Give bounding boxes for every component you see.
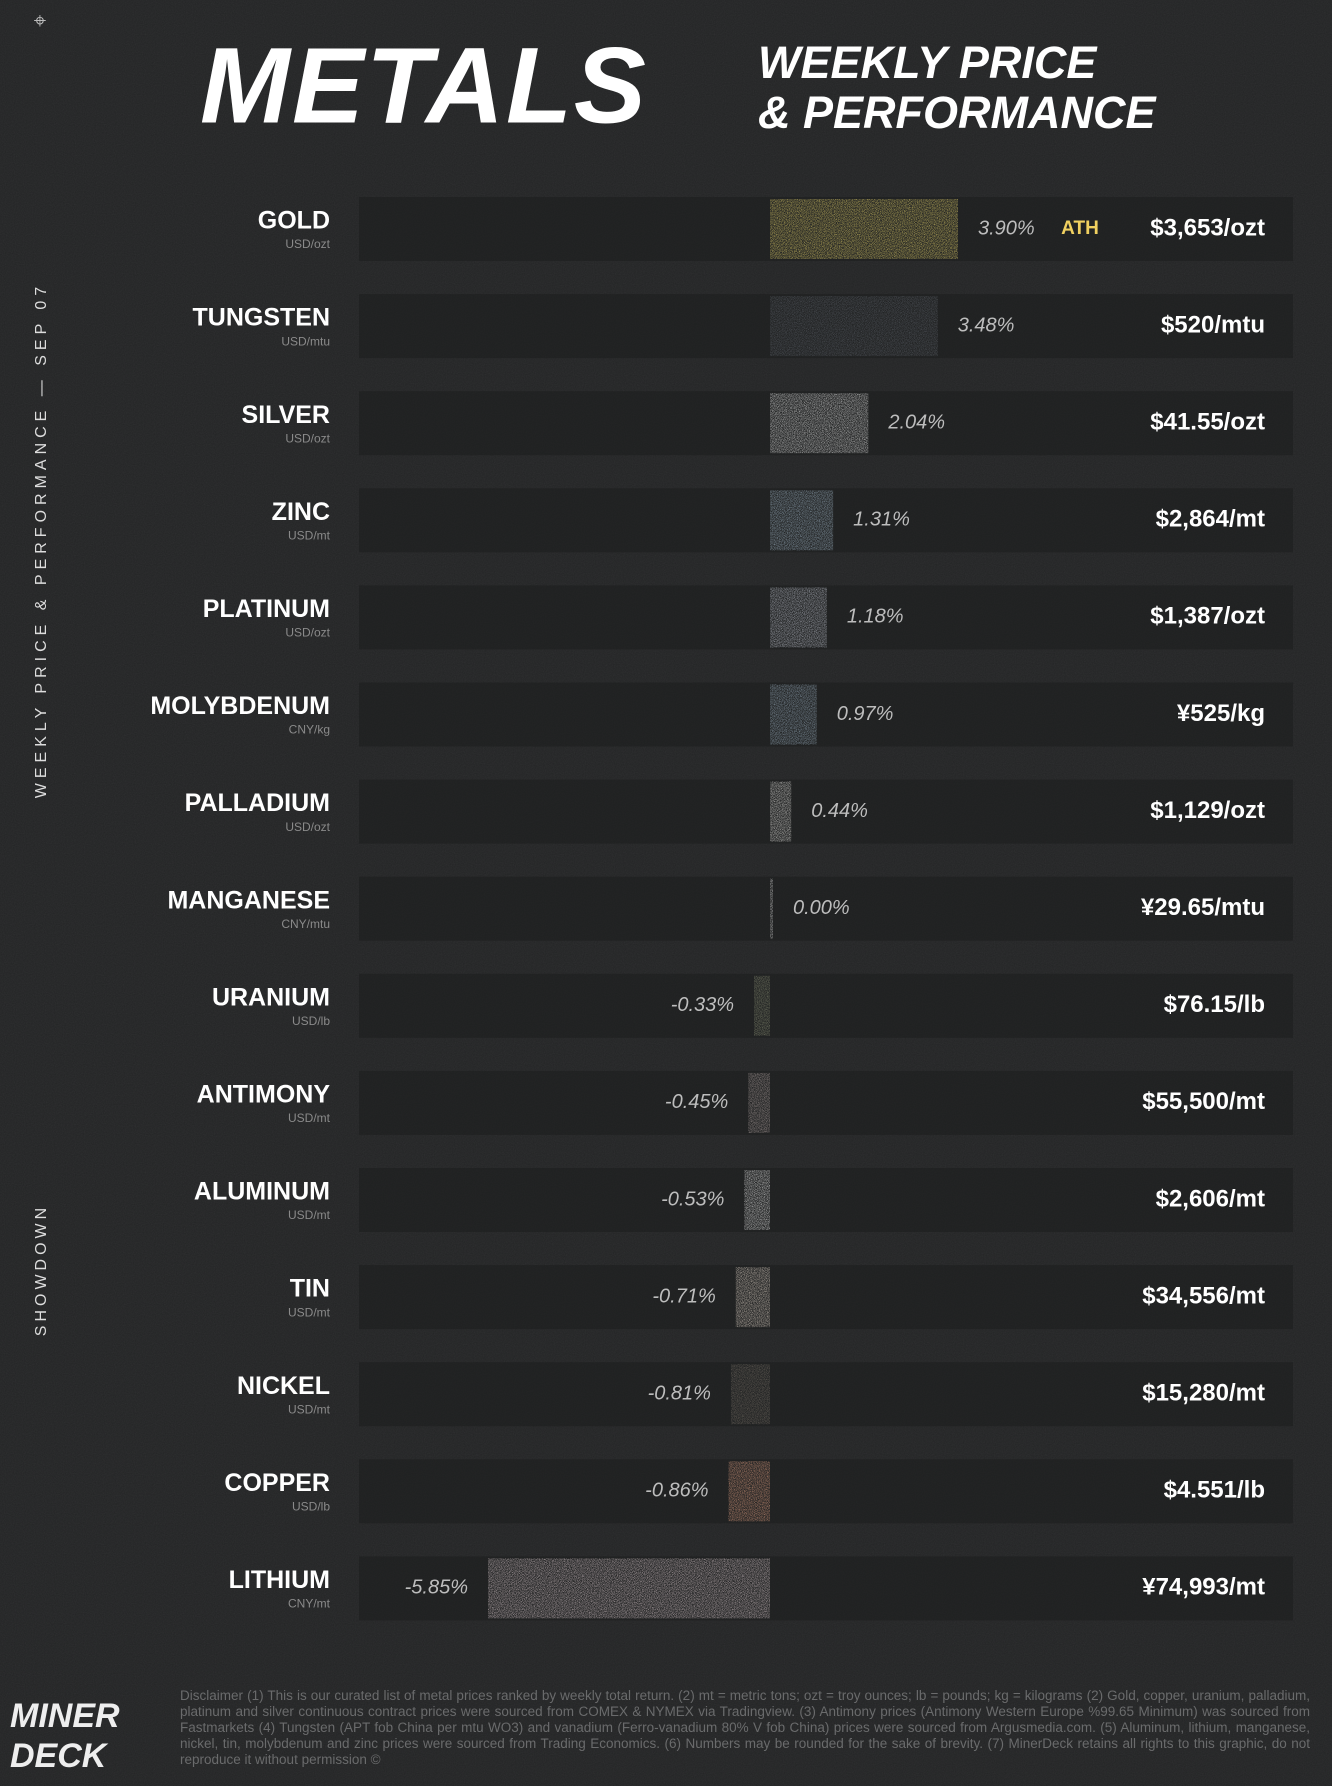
unit-label: CNY/kg bbox=[289, 723, 330, 737]
category-label: NICKEL bbox=[237, 1372, 330, 1400]
category-label: SILVER bbox=[242, 401, 330, 429]
unit-label: CNY/mt bbox=[288, 1597, 331, 1611]
bar bbox=[744, 1170, 770, 1230]
row-band bbox=[359, 1362, 1293, 1427]
bar bbox=[770, 296, 938, 357]
price-label: ¥525/kg bbox=[1177, 700, 1265, 727]
logo: DECK bbox=[10, 1737, 109, 1775]
unit-label: USD/mt bbox=[288, 528, 331, 542]
unit-label: USD/mt bbox=[288, 1208, 331, 1222]
price-label: $2,864/mt bbox=[1156, 506, 1265, 533]
value-label: -0.81% bbox=[648, 1382, 711, 1404]
row-band bbox=[359, 779, 1293, 844]
price-label: $2,606/mt bbox=[1156, 1185, 1265, 1212]
value-label: -0.86% bbox=[645, 1480, 708, 1502]
unit-label: USD/lb bbox=[292, 1499, 330, 1513]
unit-label: USD/ozt bbox=[285, 626, 330, 640]
row-band bbox=[359, 876, 1293, 941]
bar bbox=[770, 490, 834, 551]
price-label: $15,280/mt bbox=[1142, 1380, 1265, 1407]
category-label: COPPER bbox=[224, 1469, 330, 1497]
disclaimer: Disclaimer (1) This is our curated list … bbox=[180, 1688, 1310, 1767]
bar bbox=[730, 1364, 770, 1425]
price-label: $34,556/mt bbox=[1142, 1282, 1265, 1309]
side-text: WEEKLY PRICE & PERFORMANCE — SEP 07 bbox=[33, 282, 50, 798]
unit-label: USD/ozt bbox=[285, 431, 330, 445]
bar bbox=[748, 1072, 770, 1133]
row-band bbox=[359, 1168, 1293, 1232]
side-label: SHOWDOWN bbox=[33, 1204, 50, 1336]
category-label: MOLYBDENUM bbox=[150, 692, 330, 720]
category-label: MANGANESE bbox=[167, 886, 330, 914]
bar bbox=[735, 1267, 770, 1328]
value-label: 3.48% bbox=[958, 314, 1015, 336]
bar bbox=[770, 199, 958, 259]
value-label: -0.33% bbox=[671, 994, 734, 1016]
value-label: 0.44% bbox=[811, 800, 868, 822]
bar bbox=[754, 975, 770, 1036]
unit-label: USD/mt bbox=[288, 1305, 331, 1319]
category-label: ZINC bbox=[272, 498, 330, 526]
category-label: TUNGSTEN bbox=[193, 304, 331, 332]
bar bbox=[770, 878, 773, 939]
logo: MINER bbox=[10, 1697, 120, 1735]
annotation: ATH bbox=[1061, 218, 1099, 239]
unit-label: USD/ozt bbox=[285, 820, 330, 834]
category-label: ANTIMONY bbox=[197, 1081, 331, 1109]
price-label: $55,500/mt bbox=[1142, 1088, 1265, 1115]
category-label: PLATINUM bbox=[203, 595, 330, 623]
category-label: ALUMINUM bbox=[194, 1178, 330, 1206]
unit-label: USD/mt bbox=[288, 1111, 331, 1125]
crosshair-icon: ⌖ bbox=[34, 8, 46, 33]
unit-label: CNY/mtu bbox=[281, 917, 330, 931]
price-label: $1,129/ozt bbox=[1150, 797, 1265, 824]
unit-label: USD/mt bbox=[288, 1402, 331, 1416]
price-label: $76.15/lb bbox=[1164, 991, 1265, 1018]
row-band bbox=[359, 682, 1293, 747]
price-label: $520/mtu bbox=[1161, 311, 1265, 338]
price-label: $1,387/ozt bbox=[1150, 603, 1265, 630]
bar bbox=[488, 1558, 770, 1619]
bar bbox=[728, 1461, 770, 1522]
row-band bbox=[359, 1265, 1293, 1330]
value-label: 1.31% bbox=[853, 509, 910, 531]
category-label: URANIUM bbox=[212, 983, 330, 1011]
price-label: $4.551/lb bbox=[1164, 1477, 1265, 1504]
unit-label: USD/ozt bbox=[285, 237, 330, 251]
subtitle-line: & PERFORMANCE bbox=[758, 87, 1157, 138]
unit-label: USD/lb bbox=[292, 1014, 330, 1028]
value-label: 2.04% bbox=[887, 411, 945, 433]
price-label: ¥29.65/mtu bbox=[1141, 894, 1265, 921]
row-band bbox=[359, 1459, 1293, 1524]
bar bbox=[770, 587, 827, 648]
row-band bbox=[359, 973, 1293, 1038]
value-label: 1.18% bbox=[847, 606, 904, 628]
row-band bbox=[359, 1070, 1293, 1135]
value-label: 0.97% bbox=[837, 703, 894, 725]
value-label: -0.45% bbox=[665, 1091, 728, 1113]
price-label: ¥74,993/mt bbox=[1142, 1574, 1265, 1601]
category-label: PALLADIUM bbox=[185, 789, 330, 817]
value-label: -0.71% bbox=[652, 1285, 715, 1307]
category-label: GOLD bbox=[258, 207, 330, 235]
price-label: $41.55/ozt bbox=[1150, 409, 1265, 436]
value-label: 0.00% bbox=[793, 897, 850, 919]
category-label: LITHIUM bbox=[229, 1566, 330, 1594]
category-label: TIN bbox=[290, 1275, 330, 1303]
price-label: $3,653/ozt bbox=[1150, 214, 1265, 241]
bar bbox=[770, 684, 817, 745]
title: METALS bbox=[200, 25, 648, 146]
value-label: 3.90% bbox=[978, 217, 1035, 239]
value-label: -0.53% bbox=[661, 1188, 724, 1210]
subtitle-line: WEEKLY PRICE bbox=[758, 37, 1098, 88]
value-label: -5.85% bbox=[405, 1577, 468, 1599]
bar bbox=[770, 781, 792, 842]
bar bbox=[770, 393, 869, 454]
unit-label: USD/mtu bbox=[281, 334, 330, 348]
